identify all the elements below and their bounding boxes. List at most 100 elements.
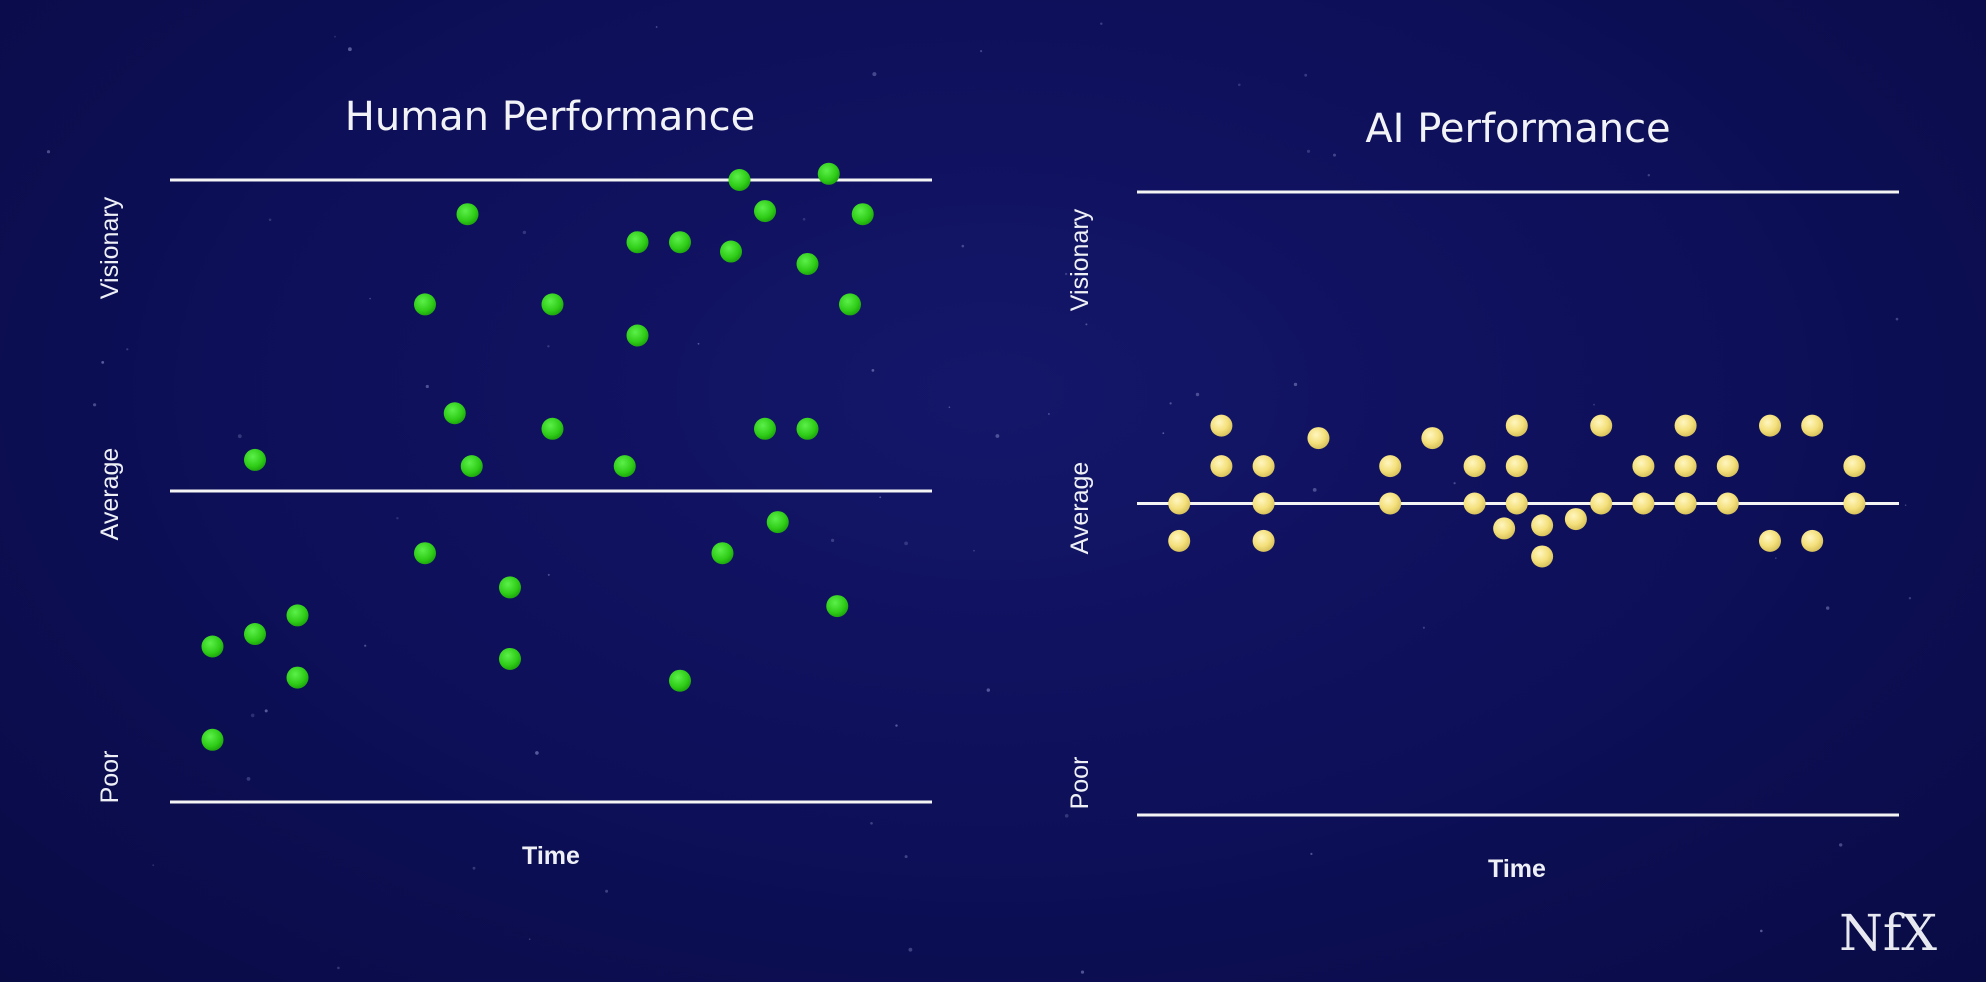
chart-title: Human Performance <box>345 94 755 140</box>
data-point <box>443 402 466 425</box>
data-point <box>839 293 861 316</box>
background-star <box>655 26 658 28</box>
data-point <box>1801 529 1824 552</box>
background-star <box>396 517 399 520</box>
background-star <box>369 297 371 300</box>
background-star <box>1085 323 1088 326</box>
background-star <box>908 947 913 952</box>
background-star <box>872 72 877 77</box>
x-axis-label: Time <box>522 842 580 870</box>
data-point <box>1531 514 1554 537</box>
background-star <box>364 644 367 647</box>
data-point <box>1716 455 1739 478</box>
data-points <box>201 162 874 751</box>
background-star <box>547 345 550 348</box>
background-star <box>528 938 531 940</box>
background-star <box>237 434 242 439</box>
nfx-logo: NfX <box>1839 904 1937 962</box>
data-point <box>1252 455 1275 478</box>
background-star <box>1593 403 1595 406</box>
background-star <box>995 434 1000 438</box>
data-point <box>414 542 436 565</box>
data-point <box>626 231 649 254</box>
data-point <box>1379 492 1402 515</box>
background-star <box>348 47 352 52</box>
background-star <box>1422 626 1425 629</box>
background-star <box>126 348 129 351</box>
data-point <box>1379 455 1402 478</box>
data-point <box>754 417 776 440</box>
data-point <box>201 728 224 751</box>
data-point <box>1421 427 1444 450</box>
data-point <box>1759 529 1781 552</box>
data-point <box>244 448 266 471</box>
data-point <box>1674 492 1697 515</box>
data-point <box>1210 455 1233 478</box>
data-point <box>1674 455 1697 478</box>
data-point <box>1168 492 1191 515</box>
y-level-label-average: Average <box>1066 462 1094 555</box>
ai-performance-chart: AI Performance Visionary Average Poor Ti… <box>1066 106 1899 883</box>
background-star <box>1238 83 1241 87</box>
background-star <box>101 361 105 364</box>
background-star <box>1306 149 1311 153</box>
data-point <box>201 635 224 658</box>
background-star <box>1293 382 1298 387</box>
background-stars <box>46 22 1912 974</box>
background-star <box>904 541 908 546</box>
background-star <box>697 342 700 345</box>
background-star <box>1904 504 1907 507</box>
background-star <box>1826 606 1830 610</box>
background-star <box>1100 22 1103 25</box>
data-point <box>1505 414 1528 437</box>
background-star <box>250 713 255 718</box>
data-point <box>1843 492 1866 515</box>
background-star <box>1569 133 1571 136</box>
data-point <box>728 169 751 191</box>
data-point <box>1674 414 1697 437</box>
background-star <box>93 403 97 407</box>
background-star <box>1774 557 1777 560</box>
y-level-label-average: Average <box>96 448 124 541</box>
background-star <box>1453 482 1456 485</box>
background-star <box>1169 402 1172 405</box>
y-level-label-visionary: Visionary <box>1066 208 1094 311</box>
data-point <box>754 200 776 223</box>
background-star <box>1064 272 1068 276</box>
background-star <box>1195 392 1200 397</box>
background-star <box>268 218 272 222</box>
background-star <box>870 822 873 825</box>
data-point <box>286 604 309 627</box>
background-star <box>1064 814 1069 818</box>
background-star <box>46 150 51 154</box>
data-point <box>796 252 819 275</box>
background-star <box>337 966 340 970</box>
background-star <box>1908 597 1912 600</box>
data-point <box>1590 414 1613 437</box>
data-point <box>414 293 436 316</box>
background-star <box>1080 970 1085 974</box>
background-star <box>1839 843 1843 847</box>
background-star <box>547 573 550 576</box>
background-star <box>831 538 835 543</box>
background-star <box>973 549 975 552</box>
data-point <box>1210 414 1233 437</box>
y-level-label-poor: Poor <box>1066 757 1094 810</box>
data-point <box>1463 492 1486 515</box>
data-point <box>1632 455 1655 478</box>
data-point <box>499 647 521 670</box>
data-point <box>720 240 742 263</box>
data-point <box>1801 414 1824 437</box>
background-star <box>895 724 898 727</box>
background-star <box>986 688 990 692</box>
data-point <box>1716 492 1739 515</box>
data-point <box>1531 545 1554 568</box>
x-axis-label: Time <box>1488 855 1546 883</box>
data-point <box>826 595 849 618</box>
data-point <box>286 666 309 689</box>
background-star <box>1310 852 1313 856</box>
data-point <box>1252 529 1275 552</box>
background-star <box>1895 317 1899 321</box>
background-star <box>246 777 251 781</box>
